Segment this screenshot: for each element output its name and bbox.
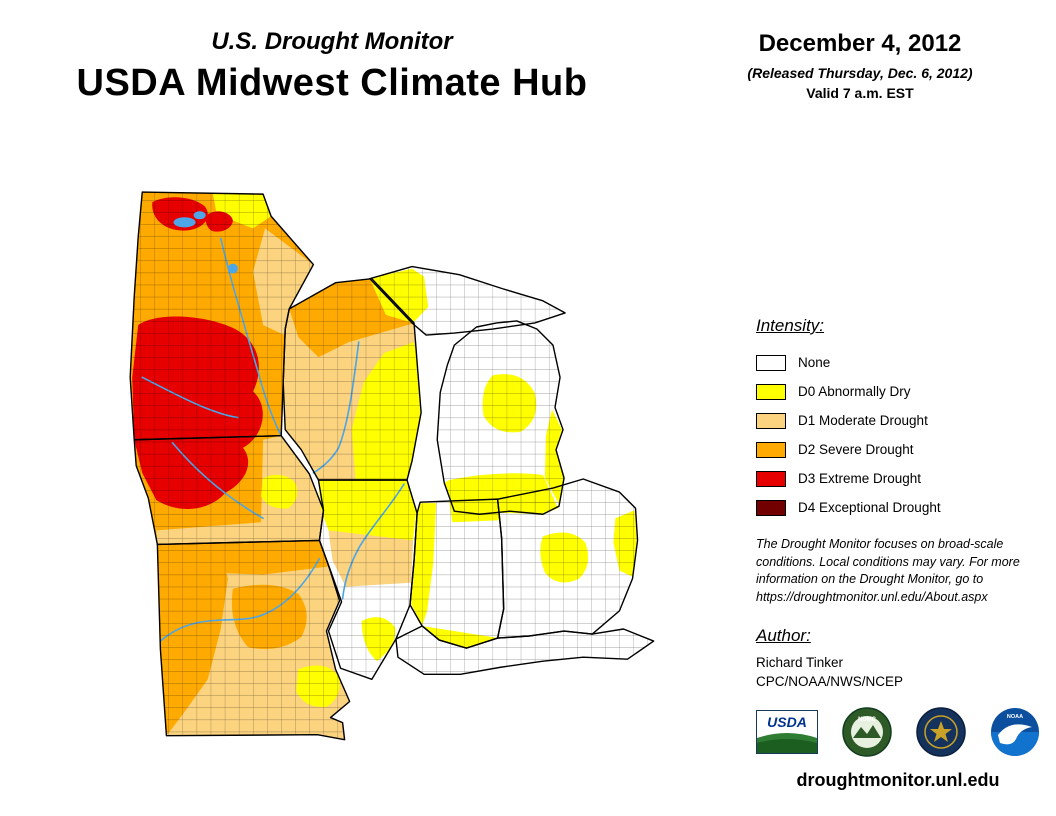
legend-swatch-d1 — [756, 412, 786, 429]
legend-item-none: None — [756, 348, 1038, 377]
page-title: USDA Midwest Climate Hub — [76, 62, 588, 104]
legend-label-d0: D0 Abnormally Dry — [798, 384, 911, 399]
author-block: Author: Richard Tinker CPC/NOAA/NWS/NCEP — [756, 626, 903, 689]
county-grid-in — [410, 499, 504, 649]
legend-item-d3: D3 Extreme Drought — [756, 464, 1038, 493]
ndmc-logo: NDMC — [842, 707, 892, 757]
legend-swatch-d4 — [756, 499, 786, 516]
usda-logo-text: USDA — [767, 714, 807, 730]
legend-item-d4: D4 Exceptional Drought — [756, 493, 1038, 522]
map-date: December 4, 2012 — [758, 30, 962, 57]
valid-time: Valid 7 a.m. EST — [806, 85, 914, 101]
drought-map — [112, 176, 696, 780]
county-grid-ia — [134, 435, 324, 545]
author-name: Richard Tinker — [756, 655, 844, 670]
lakes — [173, 211, 238, 274]
noaa-logo: NOAA — [991, 708, 1039, 756]
legend-label-none: None — [798, 355, 831, 370]
commerce-seal-logo — [916, 707, 966, 757]
legend-label-d4: D4 Exceptional Drought — [798, 500, 941, 515]
legend-label-d2: D2 Severe Drought — [798, 442, 914, 457]
legend-label-d3: D3 Extreme Drought — [798, 471, 922, 486]
author-org: CPC/NOAA/NWS/NCEP — [756, 674, 904, 689]
legend-heading: Intensity: — [756, 316, 825, 335]
lake-red-lake — [173, 217, 196, 228]
legend-swatch-none — [756, 354, 786, 371]
released-date: (Released Thursday, Dec. 6, 2012) — [747, 65, 973, 81]
logo-row: USDA NDMC NOAA — [756, 704, 1040, 760]
county-grid-mo — [157, 540, 350, 740]
legend-item-d2: D2 Severe Drought — [756, 435, 1038, 464]
legend: Intensity: None D0 Abnormally Dry D1 Mod… — [756, 316, 1038, 522]
noaa-logo-text: NOAA — [1007, 714, 1023, 720]
date-block: December 4, 2012 (Released Thursday, Dec… — [700, 30, 1020, 101]
drought-map-svg — [129, 191, 655, 741]
author-heading: Author: — [756, 626, 811, 645]
legend-swatch-d3 — [756, 470, 786, 487]
site-url: droughtmonitor.unl.edu — [796, 770, 1000, 790]
county-grid-lp — [437, 320, 565, 515]
legend-item-d0: D0 Abnormally Dry — [756, 377, 1038, 406]
disclaimer-text: The Drought Monitor focuses on broad-sca… — [756, 537, 1020, 604]
legend-label-d1: D1 Moderate Drought — [798, 413, 928, 428]
legend-swatch-d0 — [756, 383, 786, 400]
usda-logo: USDA — [756, 710, 818, 754]
report-supertitle: U.S. Drought Monitor — [211, 28, 453, 55]
lake-upper-red — [193, 211, 206, 220]
lake-mille-lacs — [227, 263, 238, 274]
legend-item-d1: D1 Moderate Drought — [756, 406, 1038, 435]
ndmc-logo-text: NDMC — [858, 717, 877, 723]
legend-swatch-d2 — [756, 441, 786, 458]
